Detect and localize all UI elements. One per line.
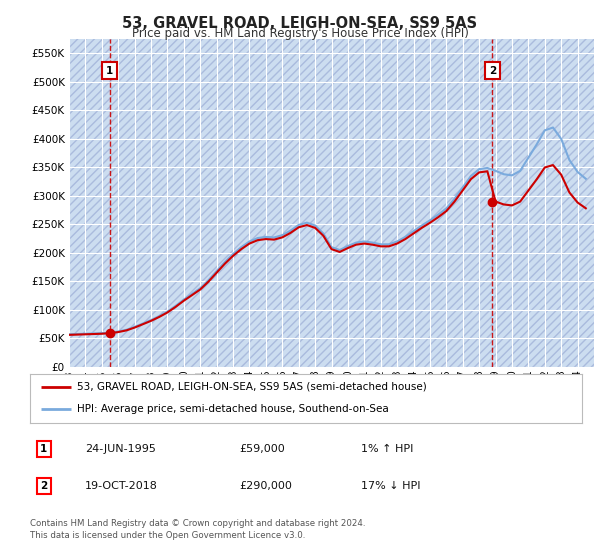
Text: This data is licensed under the Open Government Licence v3.0.: This data is licensed under the Open Gov… xyxy=(30,531,305,540)
Text: 2: 2 xyxy=(40,480,47,491)
Bar xyxy=(69,39,594,367)
Text: 2: 2 xyxy=(488,66,496,76)
Text: 53, GRAVEL ROAD, LEIGH-ON-SEA, SS9 5AS: 53, GRAVEL ROAD, LEIGH-ON-SEA, SS9 5AS xyxy=(122,16,478,31)
Text: 24-JUN-1995: 24-JUN-1995 xyxy=(85,444,156,454)
Text: Price paid vs. HM Land Registry's House Price Index (HPI): Price paid vs. HM Land Registry's House … xyxy=(131,27,469,40)
Text: 17% ↓ HPI: 17% ↓ HPI xyxy=(361,480,421,491)
Text: 1: 1 xyxy=(106,66,113,76)
Text: Contains HM Land Registry data © Crown copyright and database right 2024.: Contains HM Land Registry data © Crown c… xyxy=(30,520,365,529)
Text: £59,000: £59,000 xyxy=(240,444,286,454)
Text: 1% ↑ HPI: 1% ↑ HPI xyxy=(361,444,413,454)
Text: HPI: Average price, semi-detached house, Southend-on-Sea: HPI: Average price, semi-detached house,… xyxy=(77,404,389,414)
Text: 53, GRAVEL ROAD, LEIGH-ON-SEA, SS9 5AS (semi-detached house): 53, GRAVEL ROAD, LEIGH-ON-SEA, SS9 5AS (… xyxy=(77,382,427,392)
Text: 19-OCT-2018: 19-OCT-2018 xyxy=(85,480,158,491)
Text: £290,000: £290,000 xyxy=(240,480,293,491)
Text: 1: 1 xyxy=(40,444,47,454)
